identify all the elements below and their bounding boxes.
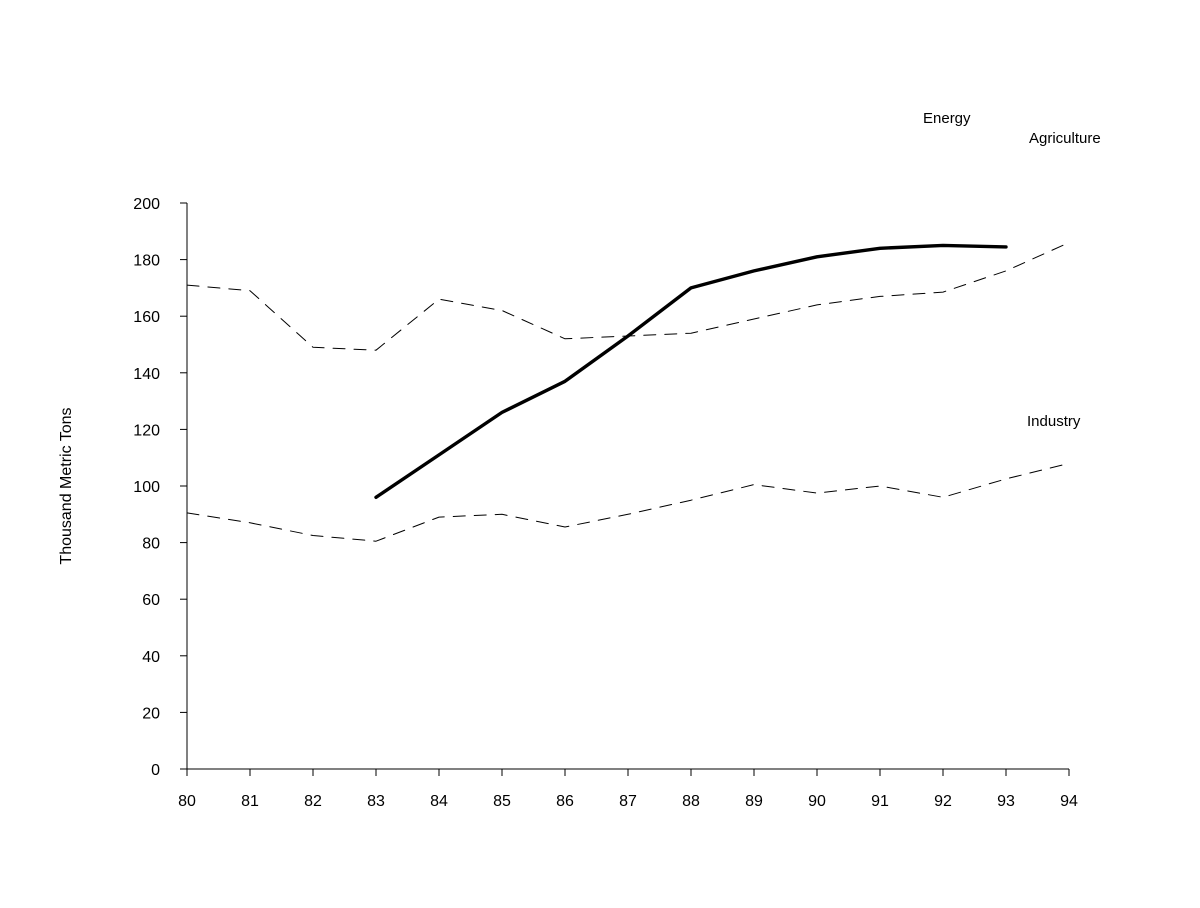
y-axis-ticks: 0 20 40 60 80 100 120 140 160 180 200 [133,196,187,779]
x-tick-label: 87 [619,793,637,810]
y-tick-label: 80 [142,536,160,553]
series-line-energy [374,243,1008,499]
series-labels: Energy Agriculture Industry [923,110,1101,430]
x-tick-label: 86 [556,793,574,810]
series-line-industry [186,462,1070,542]
x-tick-label: 94 [1060,793,1078,810]
x-tick-label: 84 [430,793,448,810]
y-axis-title: Thousand Metric Tons [58,407,75,564]
series-lines [186,242,1070,542]
y-tick-label: 40 [142,649,160,666]
x-tick-label: 81 [241,793,259,810]
x-tick-label: 92 [934,793,952,810]
y-tick-label: 200 [133,196,160,213]
x-tick-label: 83 [367,793,385,810]
x-tick-label: 91 [871,793,889,810]
x-tick-label: 88 [682,793,700,810]
x-tick-label: 93 [997,793,1015,810]
series-label-agriculture: Agriculture [1029,130,1101,147]
x-tick-label: 80 [178,793,196,810]
y-tick-label: 180 [133,253,160,270]
y-tick-label: 120 [133,422,160,439]
series-line-agriculture [186,242,1070,351]
x-tick-label: 89 [745,793,763,810]
x-tick-label: 90 [808,793,826,810]
y-tick-label: 100 [133,479,160,496]
y-tick-label: 0 [151,762,160,779]
series-label-energy: Energy [923,110,971,127]
y-tick-label: 160 [133,309,160,326]
x-tick-label: 85 [493,793,511,810]
y-tick-label: 140 [133,366,160,383]
x-axis-ticks: 80 81 82 83 84 85 86 87 88 89 90 91 92 93 94 [178,769,1078,810]
y-tick-label: 60 [142,592,160,609]
y-tick-label: 20 [142,705,160,722]
series-label-industry: Industry [1027,413,1081,430]
x-tick-label: 82 [304,793,322,810]
